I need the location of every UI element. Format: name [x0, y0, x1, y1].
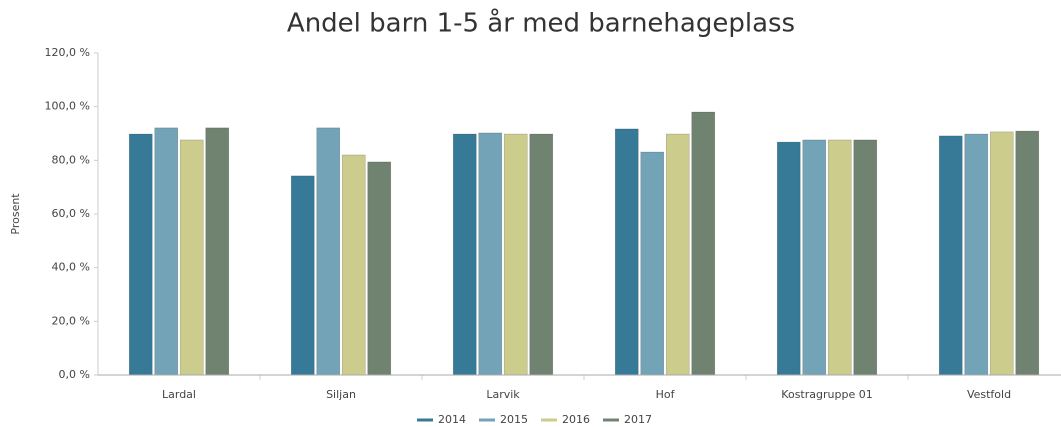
bar [290, 175, 315, 376]
bar [853, 139, 878, 376]
x-tick-label: Siljan [326, 388, 356, 401]
bar [205, 127, 230, 376]
bar [529, 133, 554, 376]
x-tick-label: Vestfold [967, 388, 1011, 401]
y-tick-label: 100,0 % [45, 100, 90, 113]
legend-label: 2014 [438, 413, 466, 426]
y-axis-label: Prosent [9, 193, 22, 235]
y-tick-label: 80,0 % [52, 153, 90, 166]
bar [802, 139, 827, 376]
bar [503, 133, 528, 376]
bar [989, 131, 1014, 376]
bar [316, 127, 341, 376]
y-tick-label: 120,0 % [45, 46, 90, 59]
bar [938, 135, 963, 376]
bar [1015, 130, 1040, 376]
bar [154, 127, 179, 376]
legend-label: 2016 [562, 413, 590, 426]
bar [640, 151, 665, 376]
bar [665, 133, 690, 376]
x-tick-label: Larvik [486, 388, 520, 401]
legend-label: 2017 [624, 413, 652, 426]
x-tick-label: Kostragruppe 01 [781, 388, 872, 401]
bar [341, 154, 366, 376]
bar [179, 139, 204, 376]
bar [827, 139, 852, 376]
bar [128, 133, 153, 376]
bar [964, 133, 989, 376]
bar [478, 132, 503, 376]
bar [776, 141, 801, 376]
bar [691, 111, 716, 376]
y-tick-label: 60,0 % [52, 207, 90, 220]
x-tick-label: Lardal [162, 388, 196, 401]
y-tick-label: 20,0 % [52, 314, 90, 327]
bar [614, 128, 639, 376]
y-tick-label: 40,0 % [52, 261, 90, 274]
chart-title: Andel barn 1-5 år med barnehageplass [287, 8, 795, 39]
bar [452, 133, 477, 376]
x-tick-label: Hof [656, 388, 676, 401]
bar [367, 161, 392, 376]
y-tick-label: 0,0 % [59, 368, 90, 381]
legend-label: 2015 [500, 413, 528, 426]
